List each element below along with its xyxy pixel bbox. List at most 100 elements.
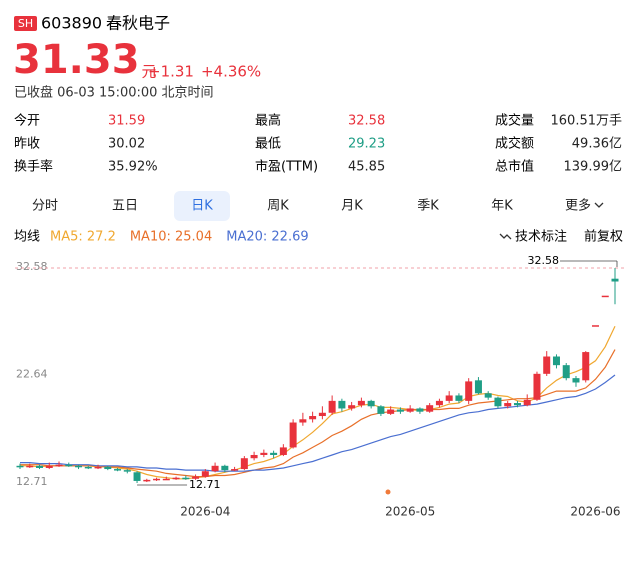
stat-label: 最低 — [255, 137, 281, 152]
tabs: 分时 五日 日K 周K 月K 季K 年K 更多 — [32, 198, 604, 214]
candle-body — [162, 478, 170, 481]
candle-body — [465, 381, 473, 401]
tab[interactable]: 月K — [341, 199, 363, 214]
stat-value: 35.92% — [108, 160, 158, 175]
candle-body — [357, 400, 365, 406]
tab[interactable]: 日K — [191, 199, 213, 214]
stat-value: 139.99亿 — [564, 160, 623, 175]
tab[interactable]: 年K — [491, 199, 513, 214]
candle-body — [406, 408, 414, 412]
low-label: 12.71 — [189, 478, 221, 491]
x-tick-label: 2026-06 — [570, 505, 620, 519]
candle-body — [75, 465, 83, 468]
candle-body — [231, 469, 239, 471]
stat-label: 昨收 — [14, 137, 40, 152]
stat-label: 换手率 — [14, 159, 53, 175]
market: SH — [18, 17, 33, 30]
active-tab-bg — [174, 191, 230, 221]
candle-body — [250, 454, 258, 459]
tab[interactable]: 五日 — [112, 199, 138, 214]
stat-value: 29.23 — [348, 137, 385, 152]
candle-body — [309, 416, 317, 420]
change: +1.31 — [148, 63, 194, 81]
stat-value: 32.58 — [348, 114, 385, 129]
candle-body — [65, 464, 73, 467]
change-pct: +4.36% — [201, 63, 261, 81]
candle-body — [435, 400, 443, 406]
stat-label: 成交量 — [495, 113, 534, 129]
candle-body — [153, 478, 161, 481]
stat-label: 总市值 — [495, 159, 534, 175]
candle-body — [387, 409, 395, 414]
candle-body — [523, 399, 531, 406]
tab[interactable]: 周K — [267, 199, 289, 214]
ma-legend: MA10: 25.04 — [130, 230, 212, 245]
stat-value: 31.59 — [108, 114, 145, 129]
candle-body — [591, 325, 599, 327]
ma-line — [20, 374, 616, 472]
candle-body — [562, 365, 570, 379]
candle-body — [84, 466, 92, 469]
candle-body — [416, 408, 424, 412]
candle-body — [221, 465, 229, 471]
candle-body — [513, 403, 521, 406]
ma-line — [20, 325, 616, 480]
ma-label: 均线 — [14, 230, 40, 245]
tab[interactable]: 季K — [417, 199, 439, 214]
candle-body — [533, 373, 541, 400]
stat-label: 今开 — [14, 113, 40, 129]
high-label: 32.58 — [528, 254, 560, 267]
candle-body — [192, 476, 200, 479]
candle-body — [572, 378, 580, 383]
candle-body — [582, 352, 590, 381]
candle-body — [172, 477, 180, 480]
tab[interactable]: 分时 — [32, 199, 58, 214]
candle-body — [445, 395, 453, 401]
stat-value: 30.02 — [108, 137, 145, 152]
candle-body — [543, 356, 551, 374]
candle-body — [240, 458, 248, 470]
stat-value: 49.36亿 — [572, 137, 622, 152]
candle-body — [133, 472, 141, 481]
candle-body — [338, 400, 346, 409]
tool[interactable]: 前复权 — [584, 229, 623, 245]
candle-body — [94, 466, 102, 469]
candle-body — [270, 452, 278, 455]
x-tick-label: 2026-04 — [180, 505, 230, 519]
candle-body — [484, 393, 492, 398]
candle-body — [494, 397, 502, 407]
candle-body — [552, 356, 560, 366]
stock-code: 603890 — [41, 14, 102, 33]
ma-line — [20, 349, 616, 478]
candle-body — [45, 465, 53, 468]
candle-body — [279, 447, 287, 455]
market-badge — [14, 16, 37, 31]
tool-icon — [499, 233, 512, 240]
tool[interactable]: 技术标注 — [515, 230, 567, 245]
candle-body — [104, 466, 112, 470]
ma-legend: MA20: 22.69 — [226, 230, 308, 245]
kline-chart: 12.71 22.64 32.58 2026-04 2026-05 2026-06 32.5… — [15, 254, 625, 519]
candle-body — [55, 464, 63, 467]
candle-body — [504, 403, 512, 407]
candle-body — [114, 469, 122, 471]
candle-body — [289, 422, 297, 448]
more-chevron — [594, 202, 604, 208]
candle-body — [211, 465, 219, 472]
y-tick-label: 22.64 — [16, 368, 48, 381]
stat-label: 最高 — [255, 113, 281, 129]
candle-body — [182, 477, 190, 480]
stat-label: 成交额 — [495, 136, 534, 152]
candle-body — [260, 452, 268, 455]
status: 已收盘 06-03 15:00:00 北京时间 — [14, 85, 214, 101]
stat-value: 45.85 — [348, 160, 385, 175]
candle-body — [348, 405, 356, 409]
ma-legend: MA5: 27.2 — [50, 230, 116, 245]
candle-body — [611, 278, 619, 282]
candle-body — [26, 465, 34, 468]
candle-body — [377, 406, 385, 414]
tab[interactable]: 更多 — [565, 198, 591, 214]
stock-name: 春秋电子 — [106, 14, 170, 33]
candle-body — [426, 405, 434, 412]
